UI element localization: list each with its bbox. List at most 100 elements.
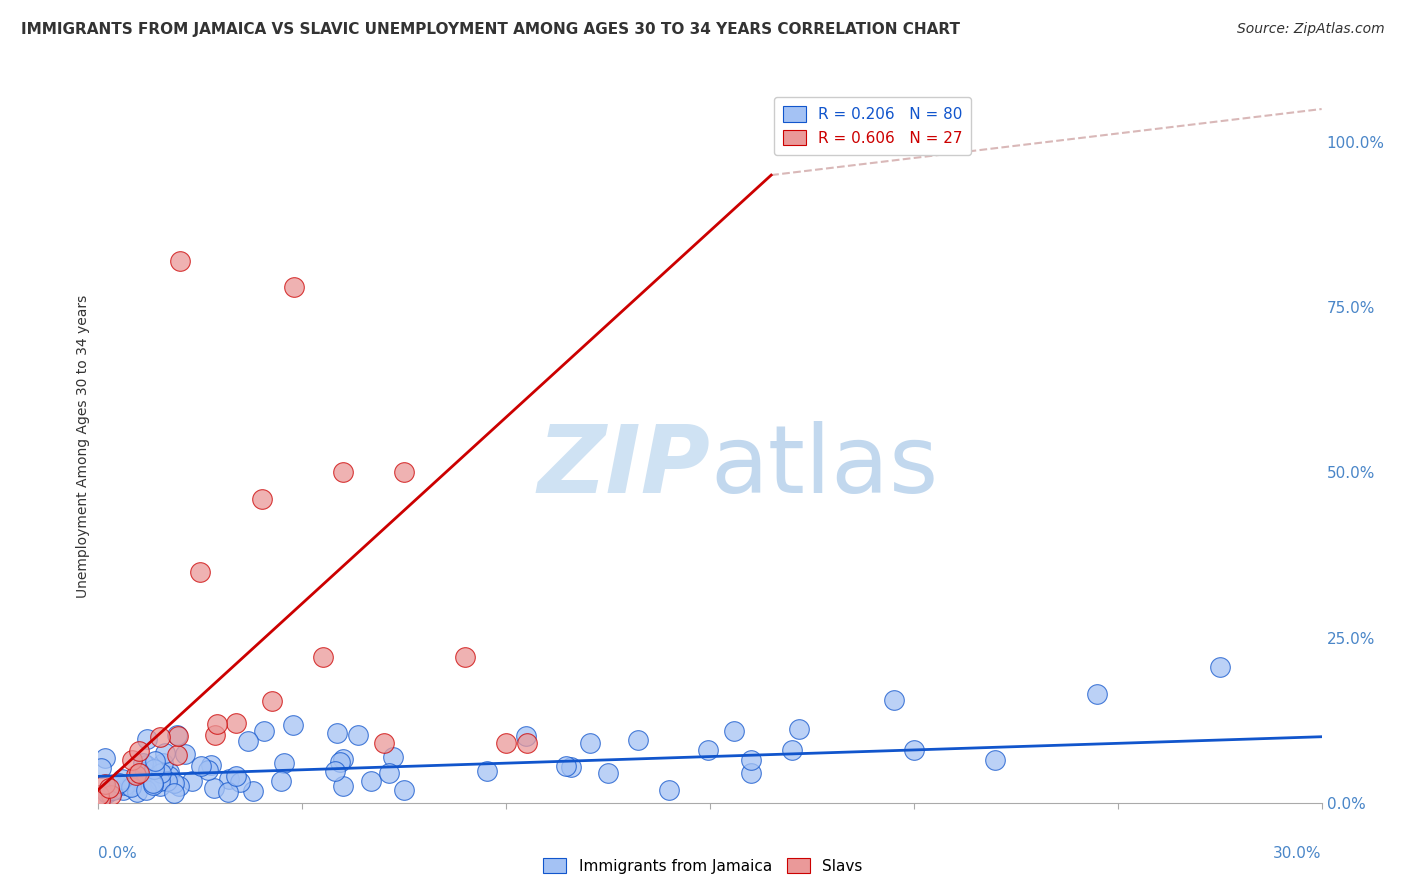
Point [142, 778, 165, 792]
Text: 30.0%: 30.0% [1274, 846, 1322, 861]
Point [392, 783, 415, 797]
Point [143, 754, 166, 768]
Point [157, 764, 180, 779]
Point [121, 753, 143, 767]
Point [312, 650, 335, 665]
Point [578, 736, 600, 750]
Text: atlas: atlas [710, 421, 938, 514]
Point [1085, 687, 1108, 701]
Point [111, 772, 134, 787]
Point [150, 766, 173, 780]
Point [94, 751, 117, 765]
Point [332, 779, 354, 793]
Point [250, 491, 273, 506]
Point [262, 694, 284, 708]
Point [787, 722, 810, 736]
Point [143, 762, 166, 776]
Point [984, 753, 1007, 767]
Point [598, 766, 620, 780]
Point [163, 776, 186, 790]
Point [883, 693, 905, 707]
Point [392, 466, 416, 480]
Point [740, 753, 762, 767]
Point [128, 766, 150, 780]
Point [283, 718, 305, 732]
Point [134, 765, 156, 780]
Point [780, 743, 803, 757]
Point [332, 466, 354, 480]
Point [156, 774, 179, 789]
Point [217, 784, 239, 798]
Point [101, 782, 124, 797]
Point [169, 779, 191, 793]
Point [903, 743, 925, 757]
Point [373, 736, 395, 750]
Text: 0.0%: 0.0% [98, 846, 138, 861]
Point [225, 769, 247, 783]
Point [253, 723, 276, 738]
Point [515, 729, 537, 743]
Point [98, 780, 121, 795]
Point [554, 759, 576, 773]
Point [111, 783, 134, 797]
Point [225, 716, 247, 731]
Point [135, 758, 157, 772]
Point [149, 730, 172, 744]
Point [627, 733, 650, 747]
Point [495, 736, 517, 750]
Point [167, 729, 190, 743]
Point [1209, 660, 1232, 674]
Point [135, 783, 157, 797]
Point [125, 785, 148, 799]
Point [120, 779, 142, 793]
Legend: R = 0.206   N = 80, R = 0.606   N = 27: R = 0.206 N = 80, R = 0.606 N = 27 [773, 97, 972, 155]
Point [120, 780, 142, 794]
Point [360, 774, 382, 789]
Point [169, 254, 191, 268]
Point [723, 723, 745, 738]
Point [382, 749, 405, 764]
Point [128, 744, 150, 758]
Point [229, 775, 252, 789]
Point [560, 759, 582, 773]
Point [516, 736, 538, 750]
Point [125, 768, 148, 782]
Point [329, 755, 352, 769]
Point [166, 747, 188, 762]
Point [204, 728, 226, 742]
Point [202, 780, 225, 795]
Point [132, 756, 155, 771]
Point [149, 773, 172, 788]
Point [146, 763, 169, 777]
Point [658, 782, 681, 797]
Point [188, 565, 212, 579]
Point [697, 743, 720, 757]
Point [326, 725, 349, 739]
Point [190, 759, 212, 773]
Point [157, 769, 180, 783]
Point [197, 763, 219, 777]
Point [163, 786, 186, 800]
Point [454, 650, 477, 665]
Point [283, 280, 305, 294]
Text: Source: ZipAtlas.com: Source: ZipAtlas.com [1237, 22, 1385, 37]
Point [236, 734, 259, 748]
Point [89, 793, 111, 807]
Point [332, 752, 354, 766]
Text: IMMIGRANTS FROM JAMAICA VS SLAVIC UNEMPLOYMENT AMONG AGES 30 TO 34 YEARS CORRELA: IMMIGRANTS FROM JAMAICA VS SLAVIC UNEMPL… [21, 22, 960, 37]
Point [270, 773, 292, 788]
Point [218, 772, 240, 786]
Point [96, 786, 118, 800]
Point [89, 789, 111, 803]
Legend: Immigrants from Jamaica, Slavs: Immigrants from Jamaica, Slavs [537, 852, 869, 880]
Point [149, 779, 172, 793]
Point [740, 766, 762, 780]
Point [181, 773, 204, 788]
Point [142, 776, 165, 790]
Point [94, 785, 117, 799]
Point [166, 728, 188, 742]
Point [207, 716, 229, 731]
Point [273, 756, 295, 770]
Point [200, 758, 222, 772]
Point [242, 784, 264, 798]
